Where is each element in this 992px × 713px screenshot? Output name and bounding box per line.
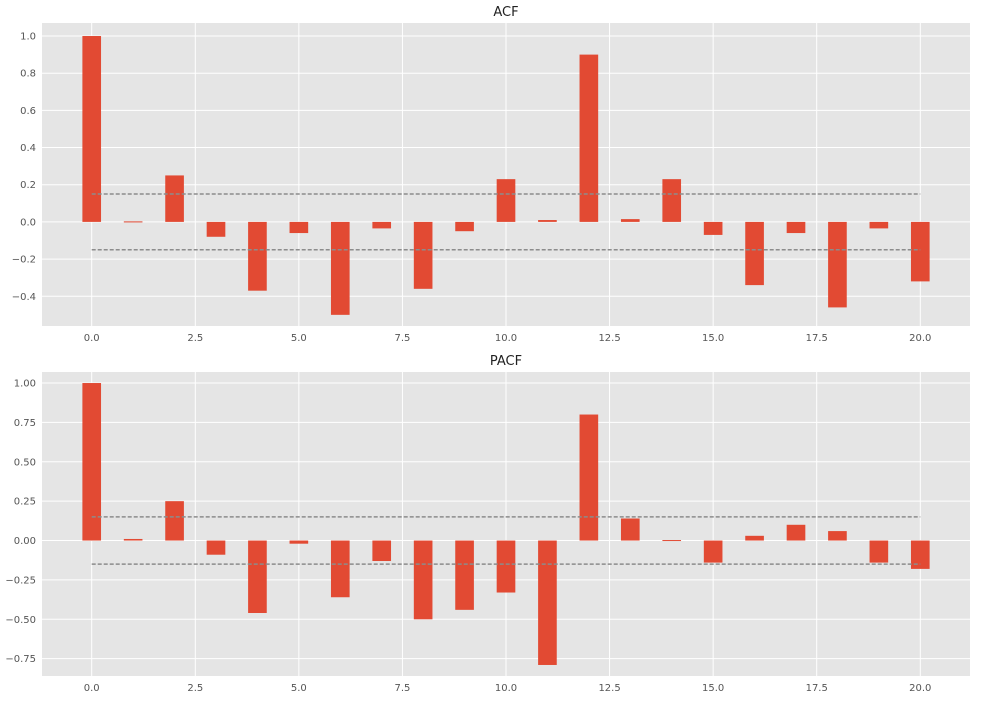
y-tick-label: −0.75 (5, 654, 36, 665)
y-tick-label: 0.0 (20, 217, 36, 228)
bar (703, 221, 723, 235)
x-tick-label: 20.0 (909, 333, 931, 344)
bar (455, 540, 474, 610)
bar (910, 221, 930, 282)
bar (538, 540, 557, 665)
bar (620, 219, 640, 222)
bar (372, 221, 392, 229)
bar (413, 540, 433, 620)
y-tick-label: −0.2 (12, 255, 36, 266)
bar (248, 221, 267, 291)
chart-panel-pacf: 0.0 2.5 5.0 7.5 10.0 12.5 15.0 17.5 20.0 −0.75 −0.… (5, 354, 970, 694)
bar (496, 179, 516, 222)
bar (496, 540, 516, 593)
bar (662, 540, 682, 542)
y-tick-label: 0.6 (20, 106, 36, 117)
bar (786, 221, 806, 234)
y-tick-label: 1.00 (14, 379, 36, 390)
bar (82, 383, 102, 541)
bar (165, 175, 184, 222)
bar (413, 221, 433, 289)
y-tick-label: 1.0 (20, 32, 36, 43)
y-tick-label: −0.50 (5, 615, 36, 626)
y-tick-label: −0.25 (5, 575, 36, 586)
bar (330, 221, 350, 315)
y-tick-label: −0.4 (12, 292, 36, 303)
bar (745, 535, 764, 541)
bar (123, 221, 143, 223)
y-tick-label: 0.50 (14, 457, 36, 468)
x-tick-label: 15.0 (702, 333, 724, 344)
x-tick-label: 15.0 (702, 683, 724, 694)
bar (289, 540, 309, 544)
bar (372, 540, 392, 562)
bar (869, 540, 889, 563)
bar (828, 531, 847, 541)
chart-panel-acf: 0.0 2.5 5.0 7.5 10.0 12.5 15.0 17.5 20.0 −0.4 −0.2… (12, 5, 970, 344)
bar (206, 540, 226, 555)
x-tick-label: 17.5 (806, 683, 828, 694)
bar (910, 540, 930, 569)
bar (123, 538, 143, 541)
bar (330, 540, 350, 598)
bar (579, 414, 599, 541)
y-tick-label: 0.4 (20, 143, 36, 154)
x-tick-label: 20.0 (909, 683, 931, 694)
x-tick-label: 12.5 (598, 333, 620, 344)
bar (455, 221, 474, 232)
bar (248, 540, 267, 613)
x-tick-label: 5.0 (291, 333, 307, 344)
x-tick-label: 10.0 (495, 333, 517, 344)
bar (579, 54, 599, 222)
x-tick-label: 5.0 (291, 683, 307, 694)
x-tick-label: 0.0 (84, 333, 100, 344)
chart-title: PACF (490, 354, 522, 369)
x-tick-label: 17.5 (806, 333, 828, 344)
x-tick-label: 7.5 (394, 683, 410, 694)
x-tick-label: 10.0 (495, 683, 517, 694)
y-tick-label: 0.8 (20, 69, 36, 80)
x-tick-label: 2.5 (187, 683, 203, 694)
bar (828, 221, 847, 308)
bar (82, 36, 102, 222)
bar (662, 179, 682, 222)
x-tick-label: 7.5 (394, 333, 410, 344)
bar (620, 518, 640, 541)
bar (289, 221, 309, 234)
bar (869, 221, 889, 229)
bar (165, 501, 184, 541)
bar (703, 540, 723, 563)
y-tick-label: 0.2 (20, 180, 36, 191)
bar (745, 221, 764, 286)
x-tick-label: 2.5 (187, 333, 203, 344)
bar (786, 524, 806, 541)
x-tick-label: 12.5 (598, 683, 620, 694)
y-tick-label: 0.00 (14, 536, 36, 547)
bar (206, 221, 226, 237)
x-tick-label: 0.0 (84, 683, 100, 694)
y-tick-label: 0.75 (14, 418, 36, 429)
chart-title: ACF (493, 5, 518, 20)
bar (538, 220, 557, 222)
y-tick-label: 0.25 (14, 497, 36, 508)
